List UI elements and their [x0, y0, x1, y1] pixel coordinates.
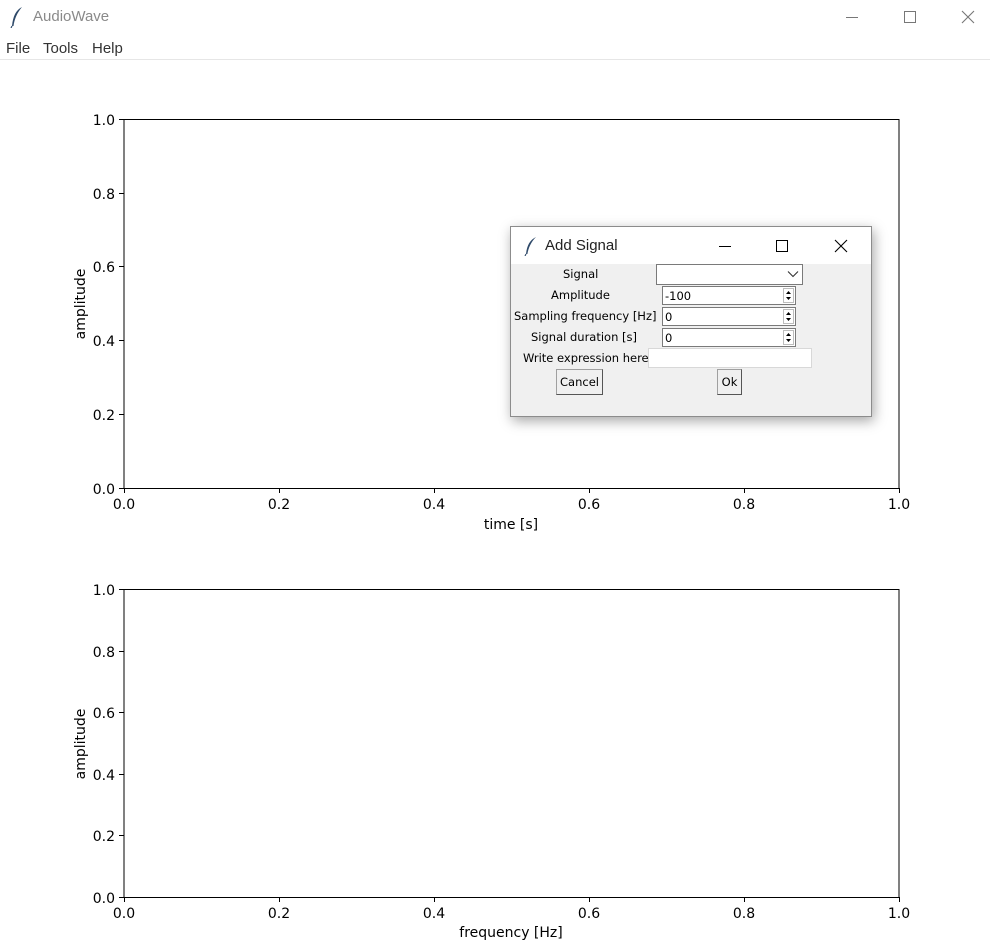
- dialog-maximize-button[interactable]: [762, 231, 802, 261]
- amplitude-label: Amplitude: [551, 288, 610, 302]
- dialog-title: Add Signal: [545, 237, 618, 254]
- x-tick-label: 0.4: [423, 906, 445, 922]
- close-icon: [834, 239, 848, 253]
- amplitude-input[interactable]: [664, 287, 782, 304]
- x-axis-label: frequency [Hz]: [459, 925, 562, 941]
- signal-duration-spinbox[interactable]: [662, 328, 796, 347]
- x-tick-label: 0.8: [733, 497, 755, 513]
- x-tick-label: 0.0: [113, 497, 135, 513]
- frequency-plot-axes: [123, 589, 900, 898]
- maximize-icon: [776, 240, 788, 252]
- sampling-frequency-input[interactable]: [664, 308, 782, 325]
- dialog-minimize-button[interactable]: [705, 231, 745, 261]
- signal-dropdown[interactable]: [656, 264, 803, 285]
- signal-label: Signal: [563, 267, 599, 281]
- menu-bar: File Tools Help: [0, 36, 990, 60]
- add-signal-dialog: Add Signal Signal Amplitude Sampling fre…: [510, 226, 872, 417]
- cancel-button[interactable]: Cancel: [556, 369, 603, 395]
- maximize-button[interactable]: [881, 0, 939, 34]
- y-tick-label: 0.2: [93, 408, 115, 424]
- maximize-icon: [904, 11, 916, 23]
- close-button[interactable]: [939, 0, 990, 34]
- dialog-close-button[interactable]: [821, 231, 861, 261]
- y-tick-label: 1.0: [93, 113, 115, 129]
- dialog-title-bar: Add Signal: [511, 227, 871, 264]
- spinner-arrows-icon[interactable]: [783, 288, 794, 303]
- y-tick-label: 0.2: [93, 829, 115, 845]
- window-title: AudioWave: [33, 8, 110, 25]
- expression-label: Write expression here: [523, 351, 649, 365]
- y-tick-label: 0.6: [93, 260, 115, 276]
- signal-duration-label: Signal duration [s]: [531, 330, 637, 344]
- y-tick-label: 0.0: [93, 482, 115, 498]
- y-tick-label: 0.4: [93, 334, 115, 350]
- frequency-plot: 0.0 0.2 0.4 0.6 0.8 1.0 0.0 0.2 0.4 0.6 …: [73, 583, 910, 941]
- feather-icon: [524, 237, 536, 256]
- spinner-arrows-icon[interactable]: [783, 330, 794, 345]
- y-axis-label: amplitude: [73, 709, 89, 780]
- minimize-button[interactable]: [823, 0, 881, 34]
- x-axis-label: time [s]: [484, 517, 538, 533]
- x-tick-label: 0.4: [423, 497, 445, 513]
- x-tick-label: 0.2: [268, 906, 290, 922]
- y-tick-label: 1.0: [93, 583, 115, 599]
- y-tick-label: 0.8: [93, 645, 115, 661]
- x-tick-label: 1.0: [888, 497, 910, 513]
- amplitude-spinbox[interactable]: [662, 286, 796, 305]
- expression-input[interactable]: [649, 351, 811, 369]
- sampling-frequency-spinbox[interactable]: [662, 307, 796, 326]
- sampling-frequency-label: Sampling frequency [Hz]: [514, 309, 657, 323]
- x-tick-label: 0.6: [578, 906, 600, 922]
- spinner-arrows-icon[interactable]: [783, 309, 794, 324]
- x-tick-label: 0.8: [733, 906, 755, 922]
- minimize-icon: [846, 17, 858, 18]
- x-tick-label: 0.6: [578, 497, 600, 513]
- menu-help[interactable]: Help: [92, 40, 123, 57]
- close-icon: [961, 10, 975, 24]
- minimize-icon: [719, 246, 731, 247]
- x-tick-label: 1.0: [888, 906, 910, 922]
- y-axis-label: amplitude: [73, 269, 89, 340]
- y-tick-label: 0.6: [93, 706, 115, 722]
- chevron-down-icon: [787, 271, 799, 278]
- expression-field[interactable]: [648, 348, 812, 369]
- signal-duration-input[interactable]: [664, 329, 782, 346]
- x-tick-label: 0.2: [268, 497, 290, 513]
- y-tick-label: 0.8: [93, 187, 115, 203]
- window-title-bar: AudioWave: [0, 0, 990, 36]
- x-tick-label: 0.0: [113, 906, 135, 922]
- feather-icon: [10, 7, 22, 28]
- y-tick-label: 0.4: [93, 768, 115, 784]
- menu-tools[interactable]: Tools: [43, 40, 79, 57]
- ok-button[interactable]: Ok: [717, 369, 742, 395]
- menu-file[interactable]: File: [6, 40, 31, 57]
- y-tick-label: 0.0: [93, 891, 115, 907]
